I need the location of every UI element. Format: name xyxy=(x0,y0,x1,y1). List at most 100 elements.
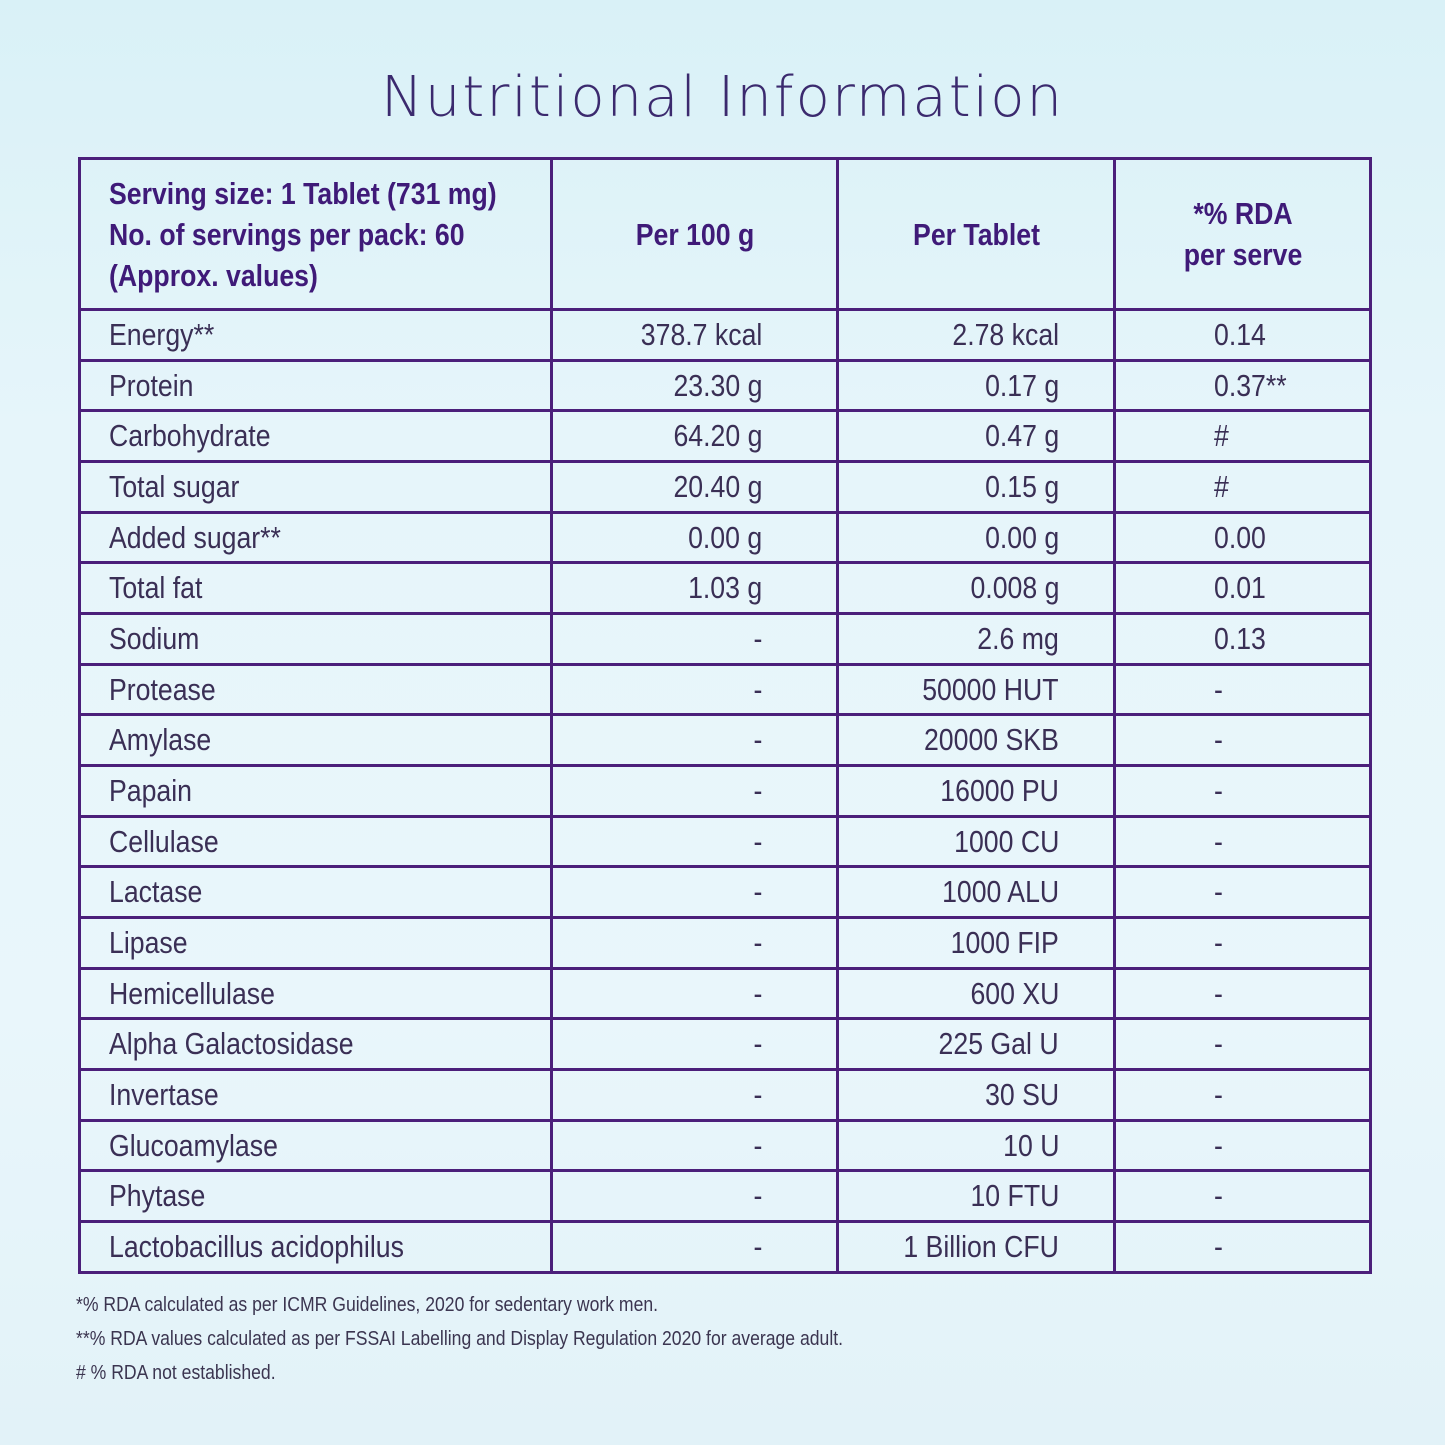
per-100g-value: 1.03 g xyxy=(550,561,839,616)
per-100g-value: 0.00 g xyxy=(550,510,839,565)
servings-per-pack-label: No. of servings per pack: 60 xyxy=(109,216,465,252)
per-tablet-value: 0.47 g xyxy=(836,409,1116,464)
nutrient-name: Papain xyxy=(78,764,553,818)
rda-value-text: 0.00 xyxy=(1214,519,1266,555)
nutrient-name: Hemicellulase xyxy=(78,966,553,1021)
nutrient-name: Phytase xyxy=(78,1169,553,1224)
per-tablet-value: 0.15 g xyxy=(836,460,1116,514)
per-100g-value-text: 378.7 kcal xyxy=(640,316,762,352)
per-tablet-value: 1 Billion CFU xyxy=(836,1220,1116,1274)
per-100g-value-text: - xyxy=(753,620,762,656)
rda-value: 0.14 xyxy=(1113,308,1372,362)
nutrient-name-text: Protein xyxy=(109,367,194,403)
per-100g-value: 64.20 g xyxy=(550,409,839,464)
rda-header: *% RDA per serve xyxy=(1131,157,1354,311)
per-100g-value: - xyxy=(550,612,839,666)
table-row: Lactase - 1000 ALU - xyxy=(78,865,1372,920)
per-tablet-value-text: 1000 ALU xyxy=(941,874,1059,910)
nutrient-name-text: Invertase xyxy=(109,1076,219,1112)
per-100g-value-text: 20.40 g xyxy=(673,468,762,504)
nutrient-name-text: Energy** xyxy=(109,316,215,352)
per-100g-value: - xyxy=(550,1068,839,1122)
per-100g-value-text: 0.00 g xyxy=(687,519,762,555)
rda-value-text: # xyxy=(1214,418,1229,454)
per-tablet-value-text: 225 Gal U xyxy=(938,1026,1059,1062)
nutrient-name: Lactase xyxy=(78,865,553,920)
nutrient-name-text: Phytase xyxy=(109,1178,206,1214)
rda-value: - xyxy=(1113,865,1372,920)
per-100g-value-text: - xyxy=(753,1229,762,1265)
rda-value: 0.00 xyxy=(1113,510,1372,565)
nutrient-name-text: Alpha Galactosidase xyxy=(109,1026,354,1062)
rda-value: 0.13 xyxy=(1113,612,1372,666)
per-100g-value-text: - xyxy=(753,924,762,960)
table-row: Total sugar 20.40 g 0.15 g # xyxy=(78,460,1372,514)
nutrient-name: Total fat xyxy=(78,561,553,616)
per-100g-value-text: - xyxy=(753,772,762,808)
per-tablet-value-text: 600 XU xyxy=(970,975,1059,1011)
per-100g-value-text: - xyxy=(753,1076,762,1112)
rda-value: 0.01 xyxy=(1113,561,1372,616)
nutrient-name-text: Total sugar xyxy=(109,468,240,504)
serving-size-label: Serving size: 1 Tablet (731 mg) xyxy=(109,175,497,211)
rda-value: - xyxy=(1113,966,1372,1021)
nutrient-name-text: Hemicellulase xyxy=(109,975,275,1011)
per-tablet-value-text: 10 FTU xyxy=(970,1178,1059,1214)
rda-value: - xyxy=(1113,1169,1372,1224)
rda-value: # xyxy=(1113,460,1372,514)
per-tablet-value-text: 0.17 g xyxy=(984,367,1059,403)
per-tablet-value: 2.78 kcal xyxy=(836,308,1116,362)
per-100g-value-text: - xyxy=(753,975,762,1011)
nutrient-name: Sodium xyxy=(78,612,553,666)
rda-header-line1: *% RDA xyxy=(1192,196,1293,231)
rda-value-text: - xyxy=(1214,772,1223,808)
rda-value: - xyxy=(1113,814,1372,869)
rda-value-text: - xyxy=(1214,1127,1223,1163)
page-title: Nutritional Information xyxy=(380,65,1065,130)
rda-value: - xyxy=(1113,1118,1372,1173)
nutrient-name-text: Papain xyxy=(109,772,193,808)
rda-value-text: - xyxy=(1214,1178,1223,1214)
per-100g-value: - xyxy=(550,966,839,1021)
rda-value-text: 0.01 xyxy=(1214,570,1266,606)
per-100g-value: - xyxy=(550,916,839,970)
per-tablet-value: 2.6 mg xyxy=(836,612,1116,666)
per-tablet-value-text: 2.6 mg xyxy=(977,620,1059,656)
footnote-icmr: *% RDA calculated as per ICMR Guidelines… xyxy=(76,1294,659,1316)
per-100g-value-text: - xyxy=(753,1127,762,1163)
rda-value: 0.37** xyxy=(1113,358,1372,413)
per-tablet-value-text: 0.00 g xyxy=(984,519,1059,555)
table-row: Lipase - 1000 FIP - xyxy=(78,916,1372,970)
per-tablet-value: 1000 CU xyxy=(836,814,1116,869)
footnote-not-established: # % RDA not established. xyxy=(76,1362,276,1384)
per-100g-value-text: - xyxy=(753,874,762,910)
rda-value-text: - xyxy=(1214,1026,1223,1062)
per-100g-value: - xyxy=(550,764,839,818)
table-row: Protease - 50000 HUT - xyxy=(78,662,1372,717)
nutrient-name: Alpha Galactosidase xyxy=(78,1017,553,1072)
per-tablet-value-text: 16000 PU xyxy=(940,772,1059,808)
per-100g-value: - xyxy=(550,865,839,920)
per-100g-value: - xyxy=(550,814,839,869)
per-tablet-value-text: 30 SU xyxy=(984,1076,1059,1112)
table-row: Carbohydrate 64.20 g 0.47 g # xyxy=(78,409,1372,464)
per-100g-value-text: - xyxy=(753,671,762,707)
per-tablet-value: 0.17 g xyxy=(836,358,1116,413)
rda-value: - xyxy=(1113,713,1372,768)
per-tablet-value-text: 0.008 g xyxy=(970,570,1059,606)
table-row: Amylase - 20000 SKB - xyxy=(78,713,1372,768)
nutrient-name-text: Protease xyxy=(109,671,216,707)
nutrient-name-text: Carbohydrate xyxy=(109,418,271,454)
nutrient-name-text: Amylase xyxy=(109,722,212,758)
rda-value: - xyxy=(1113,916,1372,970)
per-tablet-value-text: 0.15 g xyxy=(984,468,1059,504)
per-tablet-header: Per Tablet xyxy=(855,157,1097,311)
per-tablet-value: 0.008 g xyxy=(836,561,1116,616)
nutrient-name-text: Cellulase xyxy=(109,823,219,859)
table-row: Alpha Galactosidase - 225 Gal U - xyxy=(78,1017,1372,1072)
nutrient-name: Lipase xyxy=(78,916,553,970)
per-tablet-value-text: 1000 CU xyxy=(953,823,1059,859)
per-tablet-value: 1000 FIP xyxy=(836,916,1116,970)
table-header-row: Serving size: 1 Tablet (731 mg) No. of s… xyxy=(78,157,1371,311)
nutrient-name-text: Added sugar** xyxy=(109,519,281,555)
